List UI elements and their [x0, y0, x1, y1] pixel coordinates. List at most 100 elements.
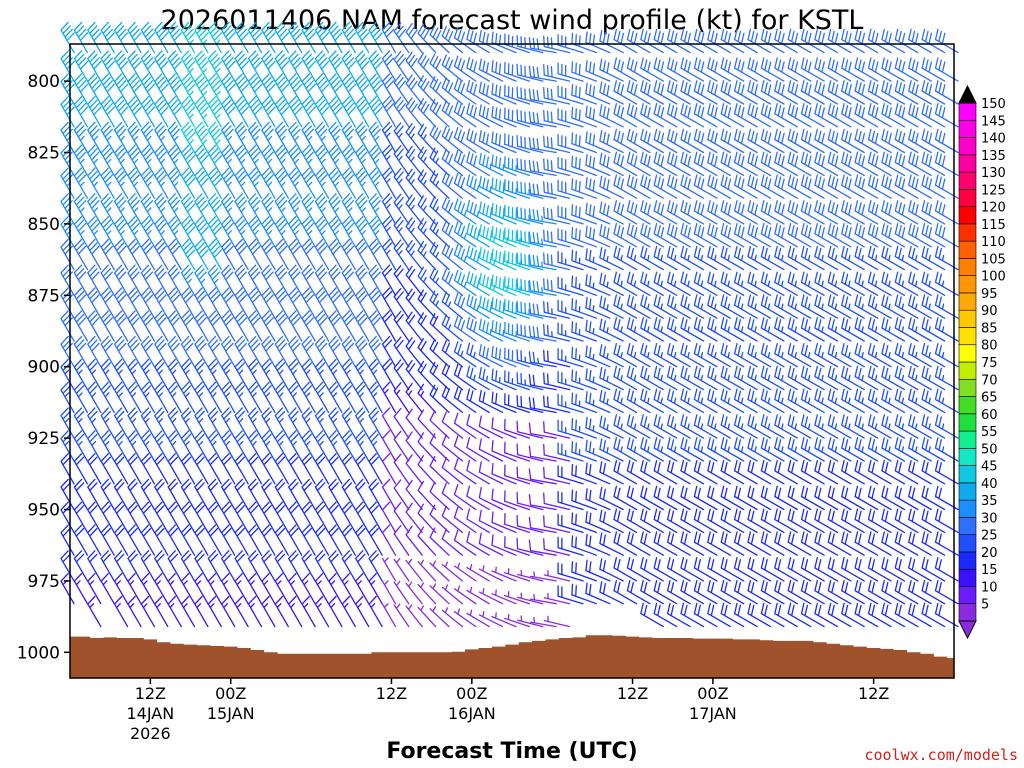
wind-barb [261, 358, 276, 391]
wind-barb [599, 104, 624, 128]
wind-barb [921, 80, 946, 105]
wind-barb [221, 264, 236, 296]
wind-barb [393, 73, 410, 105]
wind-barb [234, 550, 249, 582]
wind-barb [221, 216, 236, 248]
wind-barb [543, 492, 571, 511]
wind-barb [247, 238, 263, 271]
wind-barb [827, 342, 852, 368]
wind-barb [585, 391, 611, 414]
wind-barb [528, 516, 557, 534]
wind-barb [314, 216, 330, 248]
wind-barb [921, 245, 946, 271]
wind-barb [760, 437, 785, 462]
wind-barb [127, 430, 142, 462]
wind-barb [599, 366, 624, 391]
wind-barb [894, 271, 919, 296]
wind-barb [908, 414, 932, 439]
wind-barb [466, 414, 490, 439]
x-tick-label: 12Z [617, 684, 648, 703]
wind-barb [543, 109, 571, 128]
wind-barb [453, 172, 477, 199]
wind-barb [234, 167, 249, 199]
wind-barb [707, 271, 731, 296]
wind-barb [478, 29, 504, 54]
wind-barb [87, 407, 102, 439]
wind-barb [328, 50, 343, 82]
wind-barb [355, 216, 370, 248]
wind-barb [453, 221, 477, 248]
colorbar-swatch [958, 396, 977, 415]
wind-barb [827, 508, 852, 534]
wind-barb [60, 21, 75, 54]
wind-barb [100, 550, 115, 582]
wind-barb [528, 539, 557, 556]
wind-barb [466, 459, 490, 485]
wind-barb [429, 53, 450, 82]
wind-barb [113, 50, 129, 82]
wind-barb [405, 454, 423, 485]
wind-barb [368, 501, 383, 534]
x-tick-label: 00Z [456, 684, 487, 703]
wind-barb [381, 453, 397, 485]
wind-barb [167, 216, 182, 248]
colorbar-label: 65 [981, 391, 998, 406]
wind-barb [854, 271, 879, 296]
wind-barb [221, 287, 236, 319]
wind-barb [693, 437, 718, 462]
wind-barb [693, 80, 718, 105]
wind-barb [747, 508, 772, 534]
wind-barb [854, 200, 879, 225]
wind-barb [504, 250, 531, 271]
wind-barb [867, 222, 892, 248]
wind-barb [368, 572, 383, 605]
wind-barb [154, 335, 169, 368]
wind-barb [921, 414, 946, 439]
wind-barb [381, 580, 397, 605]
wind-barb [921, 103, 946, 128]
y-tick-label: 975 [28, 572, 60, 592]
wind-barb [908, 531, 932, 556]
wind-barb [557, 322, 584, 342]
wind-barb [774, 508, 798, 534]
wind-barb [429, 98, 450, 128]
wind-barb [626, 271, 651, 296]
wind-barb [881, 557, 906, 582]
wind-barb [127, 453, 142, 485]
wind-barb [733, 294, 758, 319]
colorbar-swatch [958, 551, 977, 570]
wind-barb [417, 409, 437, 439]
wind-barb [113, 572, 129, 605]
wind-barb [529, 594, 557, 605]
wind-barb [381, 524, 397, 556]
wind-barb [934, 103, 959, 128]
wind-barb [453, 386, 477, 414]
plot-frame [69, 43, 955, 679]
wind-barb [841, 388, 865, 414]
wind-barb [528, 279, 557, 296]
wind-barb [113, 430, 129, 462]
wind-barb [453, 244, 477, 271]
wind-barb [760, 57, 785, 82]
wind-barb [841, 414, 865, 439]
wind-barb [640, 342, 664, 368]
wind-barb [194, 193, 209, 225]
wind-barb [301, 238, 316, 271]
wind-barb [787, 365, 812, 391]
wind-barb [154, 453, 169, 485]
wind-barb [288, 287, 303, 319]
wind-barb [274, 358, 289, 391]
wind-barb [867, 459, 892, 485]
wind-barb [301, 572, 316, 605]
wind-barb [760, 485, 785, 511]
wind-barb [113, 501, 129, 534]
wind-barb [841, 57, 865, 82]
wind-barb [341, 50, 357, 82]
wind-barb [921, 28, 946, 54]
wind-barb [368, 144, 383, 177]
wind-barb [543, 135, 571, 154]
wind-barb [707, 151, 731, 177]
wind-barb [341, 96, 357, 128]
wind-barb [429, 606, 450, 628]
wind-barb [720, 271, 745, 296]
